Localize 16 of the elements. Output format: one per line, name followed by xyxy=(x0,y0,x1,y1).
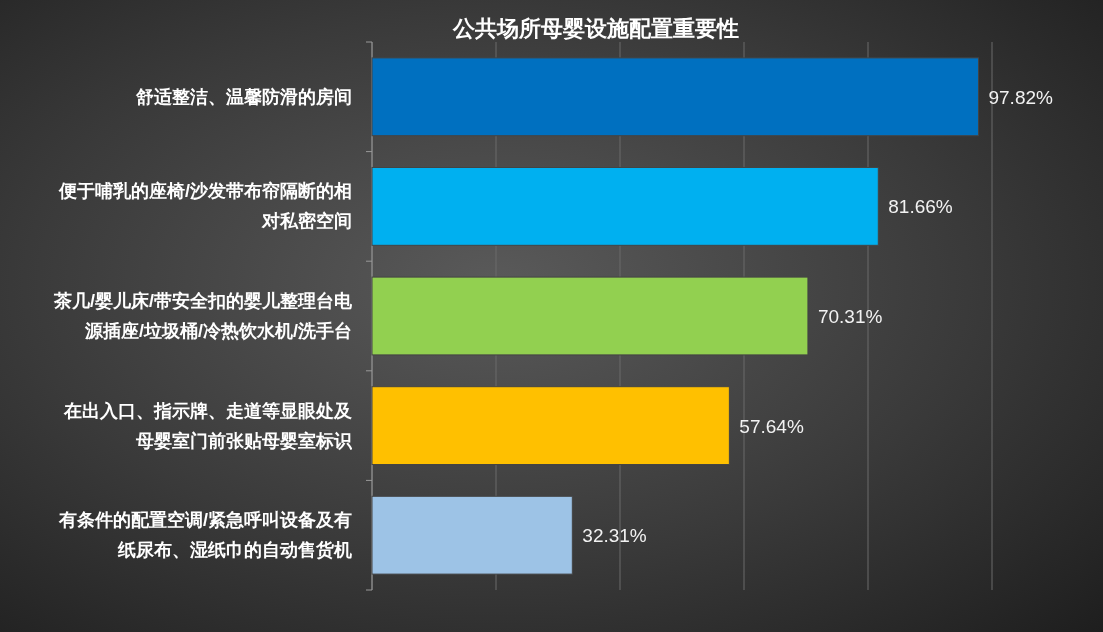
data-label: 57.64% xyxy=(739,415,804,437)
bar xyxy=(371,276,809,356)
bar xyxy=(371,495,573,575)
data-label: 70.31% xyxy=(817,306,883,327)
y-tick-label: 在出入口、指示牌、走道等显眼处及母婴室门前张贴母婴室标识 xyxy=(63,399,352,453)
chart-title: 公共场所母婴设施配置重要性 xyxy=(452,16,739,41)
data-label: 81.66% xyxy=(888,196,953,218)
y-tick-label: 茶几/婴儿床/带安全扣的婴儿整理台电源插座/垃圾桶/冷热饮水机/洗手台 xyxy=(53,290,352,343)
y-tick-label: 便于哺乳的座椅/沙发带布帘隔断的相对私密空间 xyxy=(57,180,352,234)
y-tick-label: 有条件的配置空调/紧急呼叫设备及有纸尿布、湿纸巾的自动售货机 xyxy=(58,509,352,563)
bar xyxy=(371,57,979,137)
bar xyxy=(371,386,730,466)
data-label: 32.31% xyxy=(582,525,647,547)
data-label: 97.82% xyxy=(988,86,1054,108)
bar xyxy=(371,166,879,246)
y-tick-label: 舒适整洁、温馨防滑的房间 xyxy=(136,85,352,109)
